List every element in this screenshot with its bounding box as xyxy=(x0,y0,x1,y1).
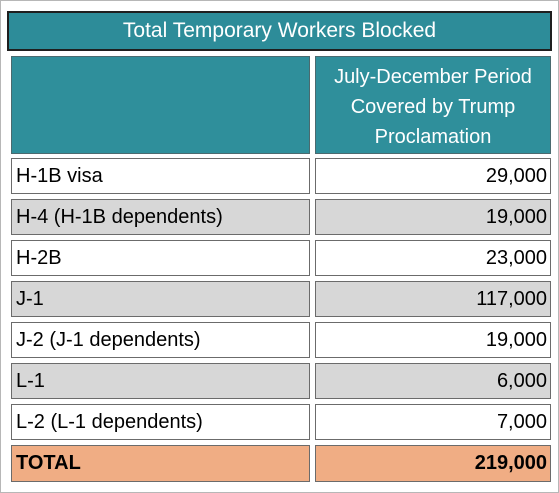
table-title: Total Temporary Workers Blocked xyxy=(7,11,552,51)
row-label-l1: L-1 xyxy=(11,363,310,399)
header-period-line1: July-December Period xyxy=(334,66,532,88)
row-value-l2: 7,000 xyxy=(315,404,551,440)
row-label-l2: L-2 (L-1 dependents) xyxy=(11,404,310,440)
header-period: July-December Period Covered by Trump Pr… xyxy=(315,56,551,154)
row-value-l1: 6,000 xyxy=(315,363,551,399)
row-label-h2b: H-2B xyxy=(11,240,310,276)
row-value-h1b: 29,000 xyxy=(315,158,551,194)
header-left-blank xyxy=(11,56,310,154)
header-period-line3: Proclamation xyxy=(374,126,492,148)
row-value-h4: 19,000 xyxy=(315,199,551,235)
header-period-line2: Covered by Trump xyxy=(350,96,516,118)
row-label-j2: J-2 (J-1 dependents) xyxy=(11,322,310,358)
row-label-h4: H-4 (H-1B dependents) xyxy=(11,199,310,235)
row-label-j1: J-1 xyxy=(11,281,310,317)
row-value-j1: 117,000 xyxy=(315,281,551,317)
row-value-j2: 19,000 xyxy=(315,322,551,358)
total-value: 219,000 xyxy=(315,445,551,482)
total-label: TOTAL xyxy=(11,445,310,482)
row-value-h2b: 23,000 xyxy=(315,240,551,276)
row-label-h1b: H-1B visa xyxy=(11,158,310,194)
